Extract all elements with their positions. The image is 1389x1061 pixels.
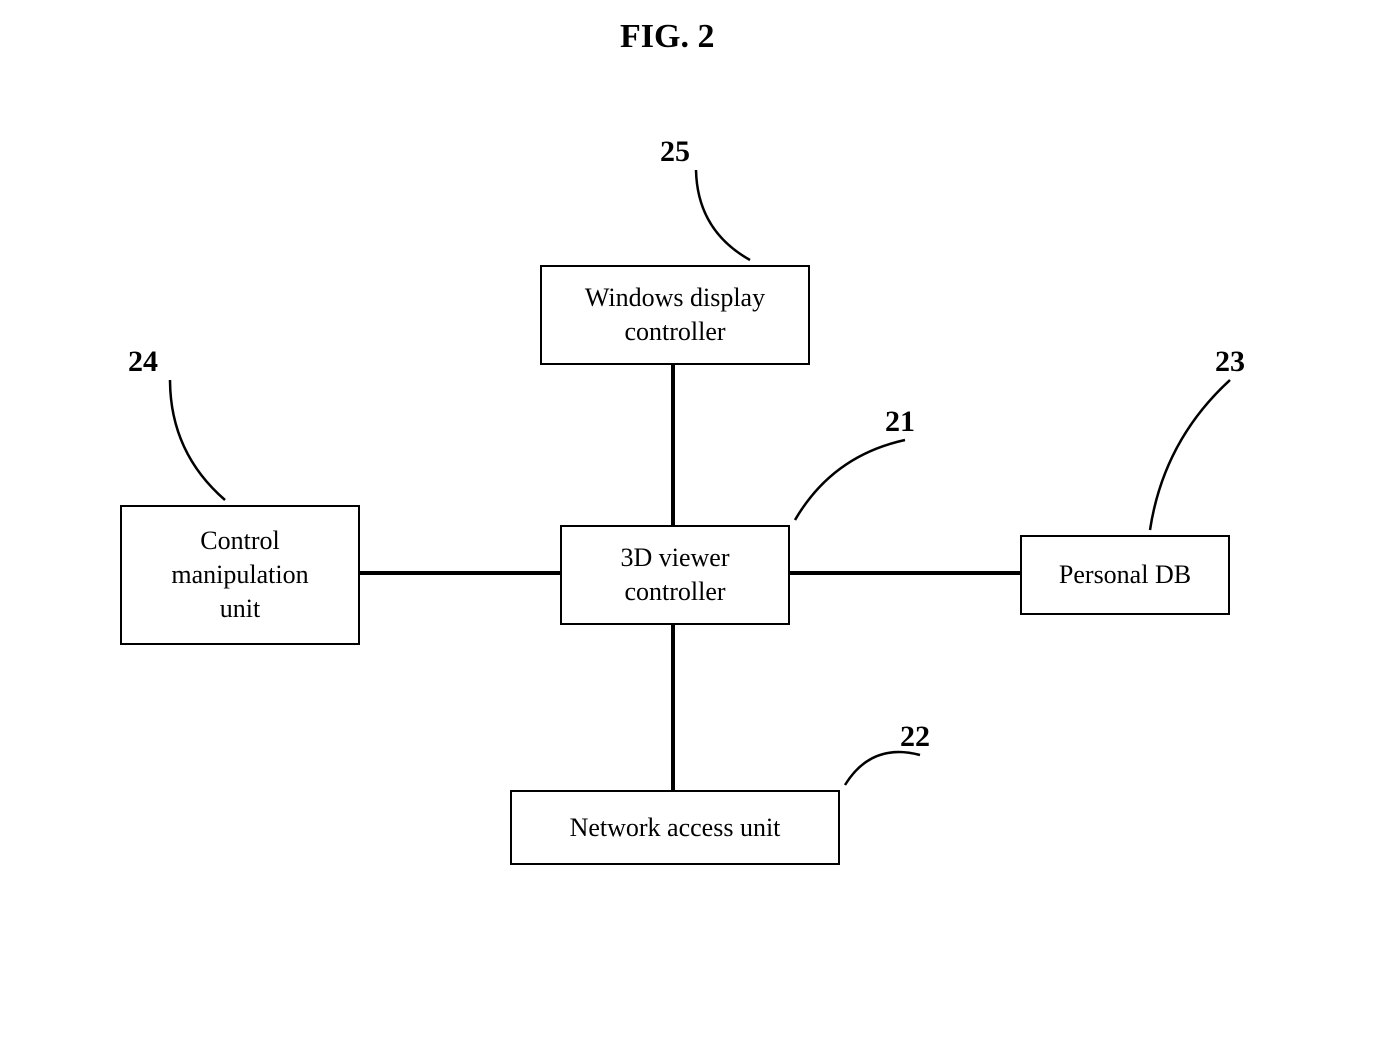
lead-line-1 <box>170 380 225 500</box>
lead-line-4 <box>845 752 920 785</box>
lead-line-2 <box>795 440 905 520</box>
lead-line-0 <box>696 170 750 260</box>
lead-line-3 <box>1150 380 1230 530</box>
lead-lines-group <box>0 0 1389 1061</box>
